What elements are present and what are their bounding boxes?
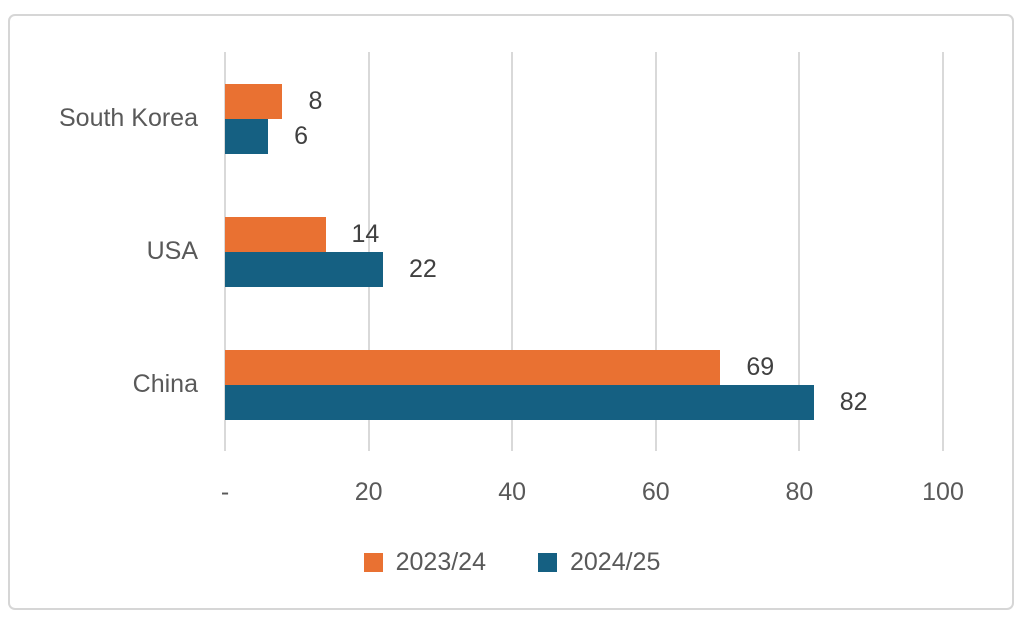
x-axis-tick-label: 60 — [641, 478, 670, 506]
vertical-gridline — [654, 52, 657, 451]
value-label: 82 — [839, 388, 868, 416]
legend-swatch-orange — [363, 552, 383, 572]
category-label: South Korea — [59, 104, 198, 132]
chart-frame — [8, 14, 1014, 610]
bar — [225, 349, 721, 385]
category-label: USA — [146, 237, 198, 265]
value-label: 14 — [351, 220, 380, 248]
vertical-gridline — [798, 52, 801, 451]
value-label: 22 — [408, 255, 437, 283]
x-axis-tick-label: 80 — [785, 478, 814, 506]
bar — [225, 83, 283, 119]
legend: 2023/24 2024/25 — [0, 547, 1024, 577]
value-label: 6 — [294, 122, 308, 150]
category-label: China — [132, 370, 198, 398]
bar — [225, 118, 269, 154]
vertical-gridline — [511, 52, 514, 451]
legend-label-2024-25: 2024/25 — [570, 548, 661, 576]
vertical-gridline — [942, 52, 944, 451]
bar — [225, 216, 326, 252]
bar — [225, 384, 814, 420]
value-label: 69 — [746, 353, 775, 381]
legend-label-2023-24: 2023/24 — [395, 548, 486, 576]
x-axis-tick-label: - — [220, 478, 230, 506]
x-axis-tick-label: 100 — [922, 478, 964, 506]
legend-swatch-blue — [538, 552, 557, 572]
legend-item-2024-25: 2024/25 — [538, 548, 660, 576]
x-axis-tick-label: 40 — [498, 478, 527, 506]
bar — [225, 251, 383, 287]
x-axis-tick-label: 20 — [354, 478, 383, 506]
legend-item-2023-24: 2023/24 — [363, 548, 486, 576]
value-label: 8 — [308, 87, 323, 115]
